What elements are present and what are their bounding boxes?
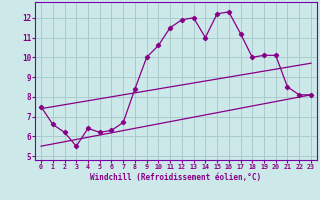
X-axis label: Windchill (Refroidissement éolien,°C): Windchill (Refroidissement éolien,°C) <box>91 173 261 182</box>
